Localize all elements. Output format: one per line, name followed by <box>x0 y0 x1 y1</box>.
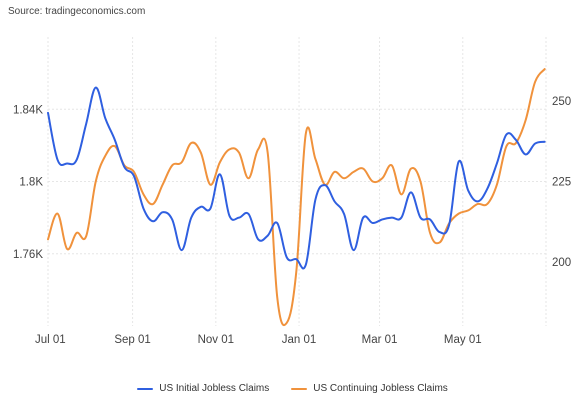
x-tick-label: Nov 01 <box>198 334 234 346</box>
legend-label-initial-claims: US Initial Jobless Claims <box>159 383 270 394</box>
y-right-tick-label: 250 <box>552 96 571 108</box>
y-left-tick-label: 1.84K <box>13 104 43 116</box>
x-tick-label: May 01 <box>444 334 482 346</box>
x-tick-label: Jul 01 <box>35 334 66 346</box>
series-lines <box>47 68 546 327</box>
y-right-tick-label: 225 <box>552 177 571 189</box>
legend-label-continuing-claims: US Continuing Jobless Claims <box>313 383 448 394</box>
series-line-continuing-claims <box>47 68 546 327</box>
x-tick-label: Jan 01 <box>282 334 317 346</box>
y-right-tick-label: 200 <box>552 257 571 269</box>
legend: US Initial Jobless Claims US Continuing … <box>0 383 585 394</box>
series-line-initial-claims <box>47 86 546 270</box>
legend-item-continuing-claims[interactable]: US Continuing Jobless Claims <box>291 383 448 394</box>
axis-labels: 1.76K 1.8K 1.84K 200 225 250 Jul 01 Sep 01 Nov 0… <box>13 96 571 346</box>
source-text: Source: tradingeconomics.com <box>8 6 146 17</box>
grid-lines <box>47 37 547 326</box>
y-left-tick-label: 1.76K <box>13 249 43 261</box>
x-tick-label: Sep 01 <box>114 334 150 346</box>
x-tick-label: Mar 01 <box>362 334 398 346</box>
legend-item-initial-claims[interactable]: US Initial Jobless Claims <box>137 383 269 394</box>
y-left-tick-label: 1.8K <box>19 177 43 189</box>
legend-swatch-continuing-claims <box>291 387 308 390</box>
legend-swatch-initial-claims <box>137 387 154 390</box>
